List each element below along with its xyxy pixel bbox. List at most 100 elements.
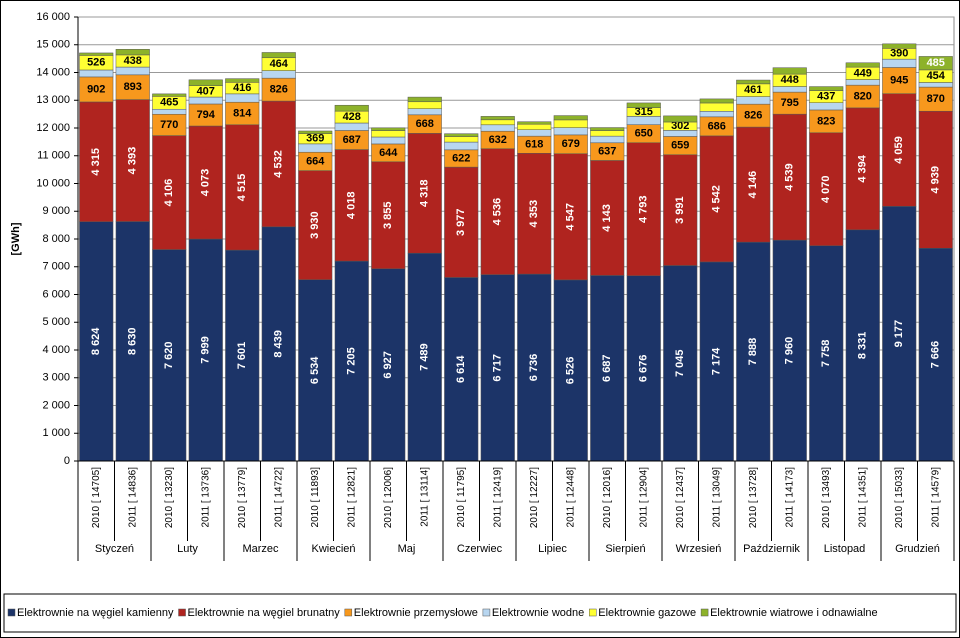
- bar-segment: [261, 226, 296, 462]
- bar-segment: [809, 132, 844, 246]
- value-label: 3 991: [674, 196, 686, 224]
- value-label: 4 939: [930, 166, 942, 194]
- value-label: 814: [233, 107, 252, 119]
- value-label: 454: [927, 70, 946, 82]
- bar-segment: [517, 123, 552, 130]
- bar-segment: [772, 67, 807, 75]
- x-tick-label: 2011 [ 12448]: [565, 467, 576, 528]
- bar-segment: [553, 279, 588, 462]
- group-label: Październik: [743, 543, 800, 555]
- legend-label: Elektrownie wiatrowe i odnawialne: [710, 607, 878, 619]
- bar-segment: [626, 102, 661, 108]
- bar-segment: [188, 79, 223, 86]
- y-tick-label: 16 000: [36, 11, 70, 23]
- bar-segment: [626, 142, 661, 276]
- bar-segment: [772, 86, 807, 93]
- bar-segment: [553, 115, 588, 121]
- bar-segment: [79, 69, 114, 78]
- x-tick-label: 2010 [ 15033]: [894, 467, 905, 528]
- value-label: 820: [854, 90, 872, 102]
- bar-segment: [298, 170, 333, 280]
- legend-swatch: [178, 608, 186, 617]
- value-label: 7 999: [200, 336, 212, 364]
- bar-segment: [553, 119, 588, 128]
- x-tick-label: 2010 [ 13728]: [748, 467, 759, 528]
- x-tick-label: 2011 [ 13114]: [419, 467, 430, 527]
- bar-segment: [225, 78, 260, 83]
- bar-segment: [261, 70, 296, 79]
- bar-segment: [334, 122, 369, 131]
- x-tick-label: 2011 [ 13049]: [711, 467, 722, 528]
- bar-segment: [407, 108, 442, 116]
- value-label: 7 489: [419, 343, 431, 371]
- value-label: 390: [890, 48, 908, 60]
- value-label: 6 526: [565, 357, 577, 385]
- y-tick-label: 1 000: [42, 427, 70, 439]
- bar-segment: [115, 66, 150, 76]
- value-label: 4 018: [346, 192, 358, 220]
- bar-segment: [188, 96, 223, 105]
- bar-segment: [79, 52, 114, 56]
- bar-segment: [480, 116, 515, 121]
- group-label: Maj: [398, 543, 416, 555]
- group-label: Styczeń: [95, 543, 134, 555]
- bar-segment: [444, 166, 479, 278]
- group-label: Grudzień: [895, 543, 940, 555]
- bar-segment: [480, 124, 515, 132]
- value-label: 4 542: [711, 185, 723, 213]
- value-label: 659: [671, 140, 689, 152]
- group-label: Luty: [177, 543, 198, 555]
- value-label: 437: [817, 91, 835, 103]
- y-tick-label: 9 000: [42, 205, 70, 217]
- value-label: 6 927: [382, 351, 394, 379]
- x-tick-label: 2010 [ 12437]: [675, 467, 686, 528]
- legend-swatch: [589, 608, 597, 617]
- value-label: 4 070: [820, 175, 832, 203]
- value-label: 668: [416, 118, 434, 130]
- group-label: Czerwiec: [457, 543, 503, 555]
- bar-segment: [371, 127, 406, 131]
- value-label: 4 536: [492, 198, 504, 226]
- value-label: 4 318: [419, 180, 431, 208]
- bar-segment: [699, 102, 734, 112]
- value-label: 8 439: [273, 330, 285, 358]
- value-label: 6 614: [455, 355, 467, 383]
- bar-segment: [480, 274, 515, 462]
- legend-swatch: [700, 608, 709, 617]
- value-label: 6 676: [638, 355, 650, 383]
- bar-segment: [115, 74, 150, 100]
- bar-segment: [225, 249, 260, 462]
- bar-segment: [845, 62, 880, 68]
- bar-segment: [699, 98, 734, 104]
- legend-label: Elektrownie przemysłowe: [354, 607, 478, 619]
- x-tick-label: 2010 [ 12006]: [383, 467, 394, 528]
- y-tick-label: 7 000: [42, 261, 70, 273]
- x-tick-label: 2011 [ 14173]: [784, 467, 795, 528]
- value-label: 7 174: [711, 347, 723, 375]
- legend-label: Elektrownie wodne: [492, 607, 584, 619]
- value-label: 794: [197, 109, 216, 121]
- value-label: 622: [452, 152, 470, 164]
- bar-segment: [882, 206, 917, 462]
- x-tick-label: 2011 [ 14351]: [857, 467, 868, 528]
- value-label: 3 855: [382, 202, 394, 230]
- value-label: 650: [635, 128, 653, 140]
- y-tick-label: 4 000: [42, 344, 70, 356]
- y-tick-label: 10 000: [36, 177, 70, 189]
- y-tick-label: 14 000: [36, 66, 70, 78]
- y-tick-label: 11 000: [37, 150, 70, 162]
- bar-segment: [699, 261, 734, 462]
- bar-segment: [590, 127, 625, 131]
- x-tick-label: 2010 [ 13493]: [821, 467, 832, 528]
- bar-segment: [334, 149, 369, 262]
- bar-segment: [663, 265, 698, 462]
- bar-segment: [79, 101, 114, 222]
- legend-swatch: [344, 608, 353, 617]
- value-label: 7 888: [747, 338, 759, 366]
- group-label: Wrzesień: [676, 543, 722, 555]
- value-label: 632: [489, 134, 507, 146]
- legend-label: Elektrownie na węgiel kamienny: [17, 607, 174, 619]
- value-label: 416: [233, 82, 251, 94]
- value-label: 464: [270, 58, 289, 70]
- bar-segment: [188, 238, 223, 462]
